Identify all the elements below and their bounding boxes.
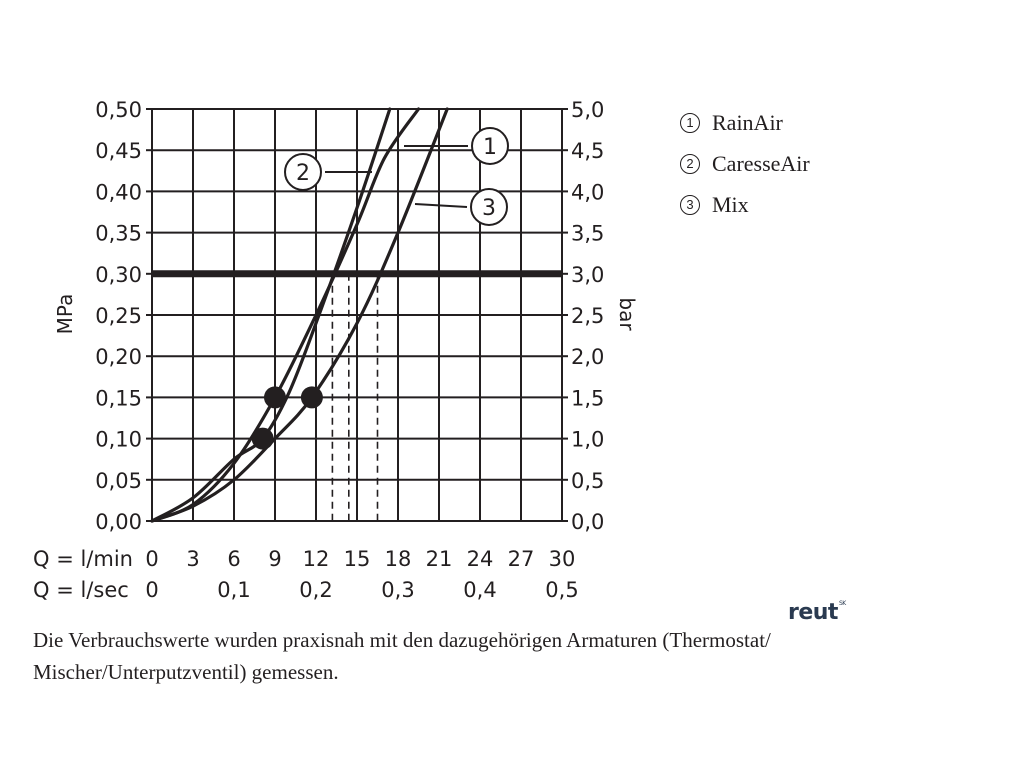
chart-grid [146,108,568,522]
legend: 1 RainAir 2 CaresseAir 3 Mix [680,102,810,225]
left-tick-label: 0,50 [95,98,142,122]
x-lmin-tick-label: 24 [467,547,494,571]
right-tick-label: 3,5 [571,222,604,246]
left-tick-label: 0,05 [95,469,142,493]
curve-caresseair [150,107,392,523]
x-lsec-tick-label: 0,4 [463,578,496,602]
x-lmin-tick-label: 0 [145,547,158,571]
callout-leader-mix [414,203,468,208]
left-tick-label: 0,45 [95,139,142,163]
x-lsec-tick-label: 0,5 [545,578,578,602]
right-tick-label: 0,5 [571,469,604,493]
left-axis-title: MPa [53,294,77,335]
right-tick-label: 1,0 [571,428,604,452]
x-lmin-tick-label: 12 [303,547,330,571]
x-lmin-tick-label: 21 [426,547,453,571]
x-lsec-tick-label: 0,3 [381,578,414,602]
x-lsec-tick-label: 0,1 [217,578,250,602]
operating-point-caresseair [251,427,274,450]
callout-number-caresseair: 2 [296,161,310,186]
logo-text: reut [788,600,838,625]
caption-line-1: Die Verbrauchswerte wurden praxisnah mit… [33,628,771,652]
series-callouts: 1 2 3 [284,127,509,226]
left-tick-label: 0,40 [95,180,142,204]
right-tick-label: 0,0 [571,510,604,534]
x-lsec-tick-label: 0,2 [299,578,332,602]
callout-number-rainair: 1 [483,135,497,160]
x-lmin-tick-label: 27 [508,547,535,571]
x-lmin-tick-label: 3 [186,547,199,571]
right-tick-label: 2,0 [571,345,604,369]
x-lmin-tick-label: 6 [227,547,240,571]
tick-labels: 0,500,450,400,350,300,250,200,150,100,05… [95,98,604,602]
logo-superscript: SK [838,600,846,607]
x-lmin-tick-label: 30 [549,547,576,571]
callout-number-mix: 3 [482,196,496,221]
x-lmin-tick-label: 15 [344,547,371,571]
left-tick-label: 0,20 [95,345,142,369]
legend-label-caresseair: CaresseAir [712,150,810,176]
operating-point-rainair [264,386,286,409]
x-lmin-tick-label: 9 [268,547,281,571]
left-tick-label: 0,10 [95,428,142,452]
right-tick-label: 4,5 [571,139,604,163]
right-tick-label: 1,5 [571,386,604,410]
x-lmin-tick-label: 18 [385,547,412,571]
right-tick-label: 3,0 [571,263,604,287]
operating-points [251,386,323,450]
right-tick-label: 2,5 [571,304,604,328]
left-tick-label: 0,30 [95,263,142,287]
x-axis-lmin-title: Q = l/min [33,547,133,571]
caption: Die Verbrauchswerte wurden praxisnah mit… [33,624,933,688]
legend-item-caresseair: 2 CaresseAir [680,143,810,184]
right-tick-label: 4,0 [571,180,604,204]
right-tick-label: 5,0 [571,98,604,122]
callout-circle-caresseair [284,153,322,191]
legend-item-mix: 3 Mix [680,184,810,225]
legend-marker-2: 2 [680,153,700,174]
left-tick-label: 0,15 [95,386,142,410]
left-tick-label: 0,25 [95,304,142,328]
caption-line-2: Mischer/Unterputzventil) gemessen. [33,660,339,684]
reference-line-group [152,270,562,521]
operating-point-mix [300,386,323,409]
right-axis-title: bar [615,297,639,331]
left-tick-label: 0,00 [95,510,142,534]
x-axis-lsec-title: Q = l/sec [33,578,129,602]
callout-circle-rainair [471,127,509,165]
x-lsec-tick-label: 0 [145,578,158,602]
legend-label-mix: Mix [712,191,749,217]
brand-logo: reutSK [788,600,846,625]
callout-circle-mix [470,188,508,226]
legend-item-rainair: 1 RainAir [680,102,810,143]
legend-marker-1: 1 [680,112,700,133]
legend-marker-3: 3 [680,194,700,215]
legend-label-rainair: RainAir [712,109,783,135]
left-tick-label: 0,35 [95,222,142,246]
curve-rainair [150,107,421,523]
